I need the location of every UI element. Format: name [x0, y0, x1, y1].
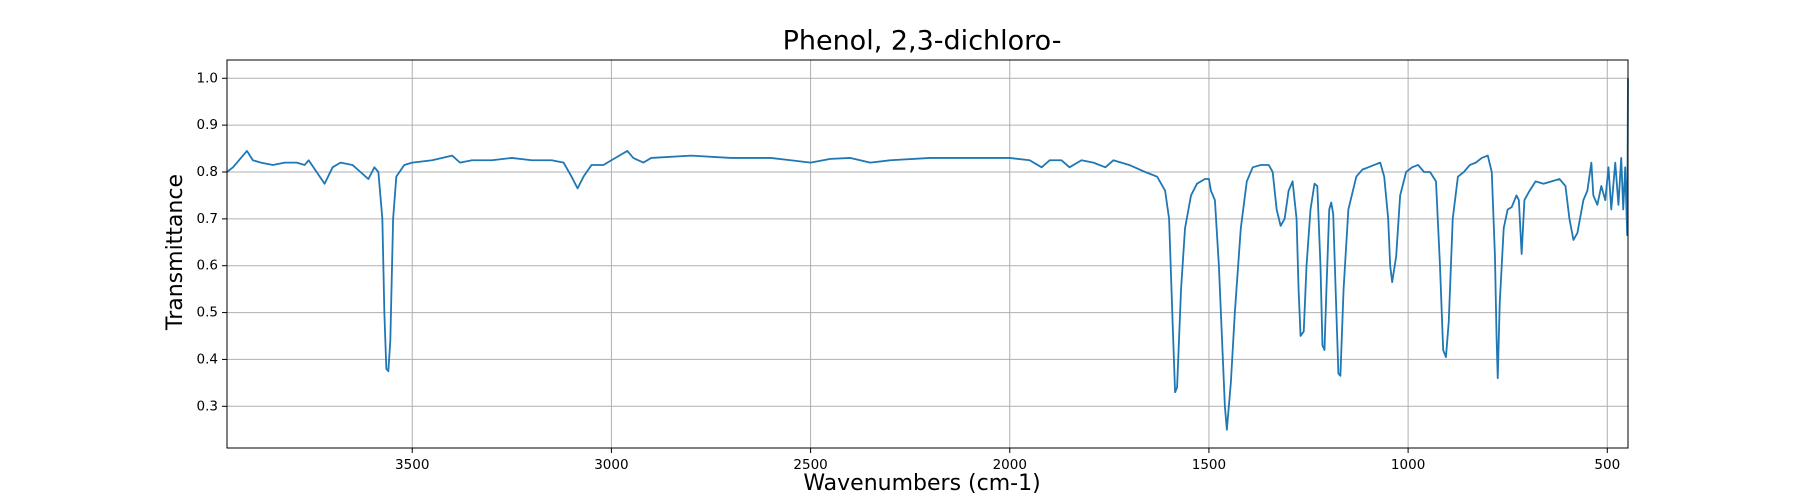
- y-tick-label: 0.3: [197, 398, 218, 414]
- x-tick-label: 3500: [395, 457, 429, 473]
- x-tick-label: 3000: [594, 457, 628, 473]
- x-tick-label: 1500: [1192, 457, 1226, 473]
- y-tick-label: 0.4: [197, 351, 218, 367]
- x-tick-label: 2500: [793, 457, 827, 473]
- y-tick-label: 1.0: [197, 70, 218, 86]
- y-tick-label: 0.5: [197, 305, 218, 321]
- plot-frame: [226, 59, 1629, 449]
- x-tick-label: 1000: [1391, 457, 1425, 473]
- y-axis-label: Transmittance: [163, 174, 188, 331]
- x-tick-label: 500: [1594, 457, 1620, 473]
- spectrum-line: [226, 78, 1629, 431]
- chart-title: Phenol, 2,3-dichloro-: [783, 26, 1062, 57]
- y-tick-label: 0.7: [197, 211, 218, 227]
- y-tick-label: 0.6: [197, 258, 218, 274]
- y-tick-label: 0.8: [197, 164, 218, 180]
- x-tick-label: 2000: [993, 457, 1027, 473]
- y-tick-label: 0.9: [197, 117, 218, 133]
- x-axis-label: Wavenumbers (cm-1): [803, 471, 1040, 496]
